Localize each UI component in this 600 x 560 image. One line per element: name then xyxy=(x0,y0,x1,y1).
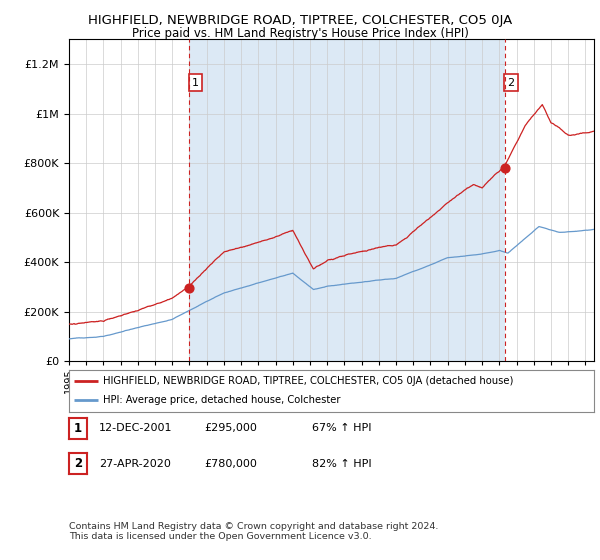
Text: 1: 1 xyxy=(192,78,199,88)
Point xyxy=(500,164,510,172)
Text: HIGHFIELD, NEWBRIDGE ROAD, TIPTREE, COLCHESTER, CO5 0JA (detached house): HIGHFIELD, NEWBRIDGE ROAD, TIPTREE, COLC… xyxy=(103,376,514,386)
Text: 82% ↑ HPI: 82% ↑ HPI xyxy=(312,459,371,469)
Text: £295,000: £295,000 xyxy=(204,423,257,433)
Text: HPI: Average price, detached house, Colchester: HPI: Average price, detached house, Colc… xyxy=(103,395,341,405)
Text: This data is licensed under the Open Government Licence v3.0.: This data is licensed under the Open Gov… xyxy=(69,532,371,541)
Text: Price paid vs. HM Land Registry's House Price Index (HPI): Price paid vs. HM Land Registry's House … xyxy=(131,27,469,40)
Text: 27-APR-2020: 27-APR-2020 xyxy=(99,459,171,469)
Text: 2: 2 xyxy=(508,78,515,88)
Text: 1: 1 xyxy=(74,422,82,435)
Text: Contains HM Land Registry data © Crown copyright and database right 2024.: Contains HM Land Registry data © Crown c… xyxy=(69,522,439,531)
Bar xyxy=(190,39,505,361)
Text: HIGHFIELD, NEWBRIDGE ROAD, TIPTREE, COLCHESTER, CO5 0JA: HIGHFIELD, NEWBRIDGE ROAD, TIPTREE, COLC… xyxy=(88,14,512,27)
Text: 67% ↑ HPI: 67% ↑ HPI xyxy=(312,423,371,433)
Text: 12-DEC-2001: 12-DEC-2001 xyxy=(99,423,173,433)
Text: £780,000: £780,000 xyxy=(204,459,257,469)
Point xyxy=(185,284,194,293)
Text: 2: 2 xyxy=(74,457,82,470)
